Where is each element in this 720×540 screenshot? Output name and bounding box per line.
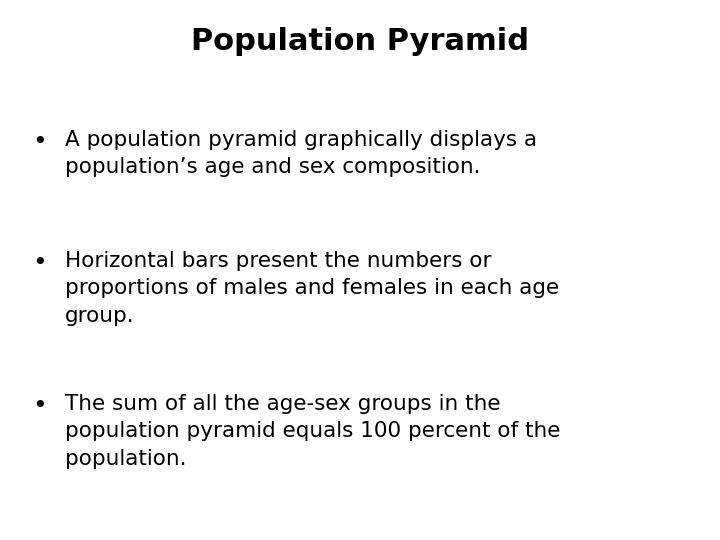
- Text: Horizontal bars present the numbers or
proportions of males and females in each : Horizontal bars present the numbers or p…: [65, 251, 559, 326]
- Text: A population pyramid graphically displays a
population’s age and sex composition: A population pyramid graphically display…: [65, 130, 537, 177]
- Text: Population Pyramid: Population Pyramid: [191, 27, 529, 56]
- Text: •: •: [32, 394, 47, 418]
- Text: The sum of all the age-sex groups in the
population pyramid equals 100 percent o: The sum of all the age-sex groups in the…: [65, 394, 560, 469]
- Text: •: •: [32, 251, 47, 275]
- Text: •: •: [32, 130, 47, 153]
